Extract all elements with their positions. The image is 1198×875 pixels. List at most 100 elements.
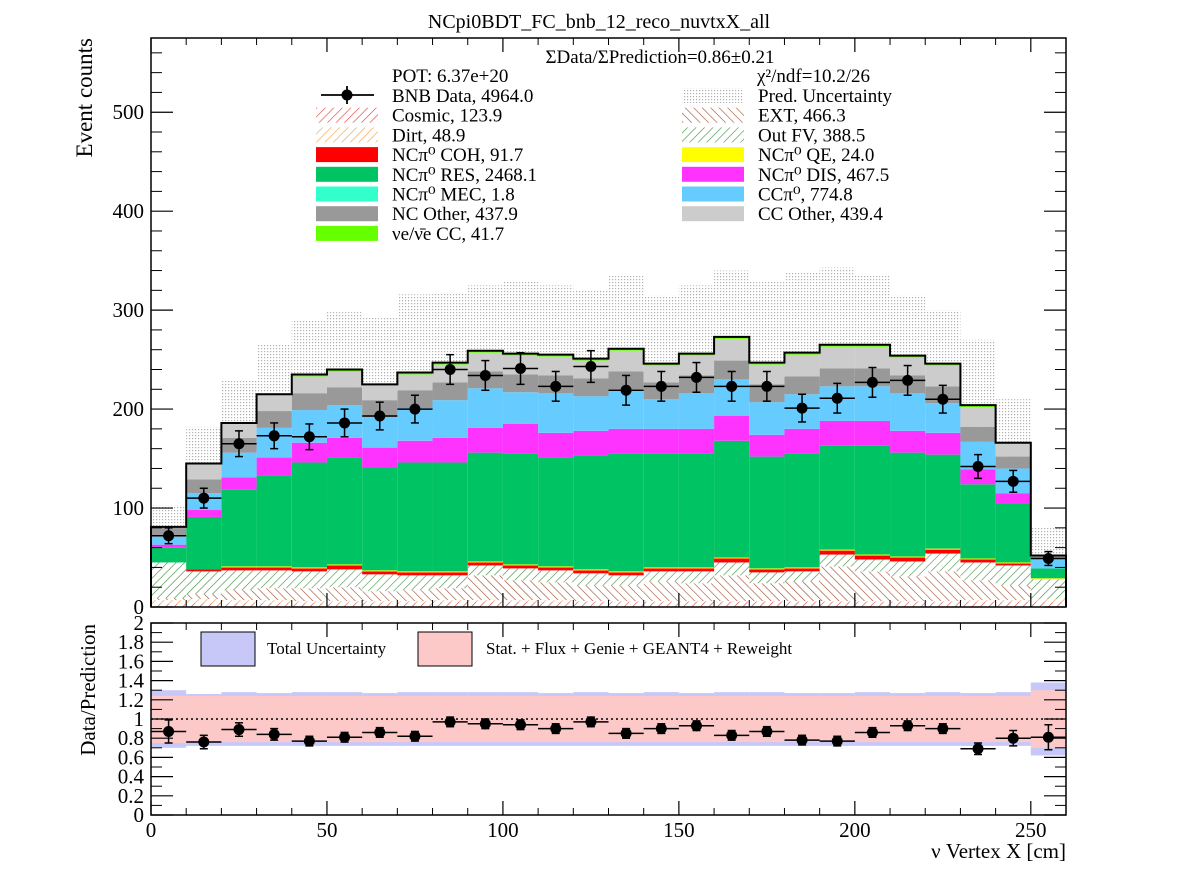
stack-bar (362, 467, 398, 571)
legend-swatch (316, 107, 378, 123)
stack-bar (397, 603, 433, 607)
stack-bar (925, 432, 961, 455)
ratio-y-tick-label: 1.8 (118, 630, 144, 654)
stack-bar (432, 382, 468, 401)
legend-swatch (316, 147, 378, 163)
stack-bar (784, 428, 820, 454)
stack-bar (362, 447, 398, 468)
data-point (796, 402, 808, 414)
stack-bar (995, 600, 1031, 603)
stack-bar (186, 516, 222, 570)
stack-bar (925, 553, 961, 572)
pot-label: POT: 6.37e+20 (392, 66, 508, 87)
legend-item: NCπ⁰ DIS, 467.5 (682, 165, 889, 186)
stack-bar (643, 399, 679, 429)
stack-bar (784, 602, 820, 607)
stack-bar (1030, 578, 1066, 580)
series-nc-0-qe (221, 548, 1066, 580)
ratio-point (268, 728, 280, 740)
stack-bar (432, 571, 468, 573)
stack-bar (221, 603, 257, 607)
stack-bar (432, 437, 468, 463)
ratio-point (233, 724, 245, 736)
stack-bar (714, 440, 750, 558)
stack-bar (608, 575, 644, 586)
stack-bar (432, 588, 468, 601)
stack-bar (608, 585, 644, 602)
data-point (902, 374, 914, 386)
stack-bar (256, 475, 292, 567)
stack-bar (151, 598, 187, 601)
stack-bar (538, 600, 574, 603)
stack-bar (291, 462, 327, 568)
stack-bar (749, 568, 785, 570)
stack-bar (397, 601, 433, 604)
legend-swatch (316, 186, 378, 202)
stack-bar (819, 554, 855, 567)
legend-swatch (316, 206, 378, 222)
legend-item: NC Other, 437.9 (316, 204, 518, 225)
stack-bar (326, 587, 363, 602)
stack-bar (819, 602, 855, 607)
legend-item: NCπ⁰ MEC, 1.8 (316, 185, 515, 206)
stack-bar (784, 568, 820, 572)
stack-bar (749, 602, 785, 607)
stack-bar (854, 554, 891, 556)
stack-bar (608, 350, 644, 372)
stack-bar (854, 346, 891, 369)
stat-band-bin (960, 695, 996, 743)
data-point (409, 403, 421, 415)
stack-bar (643, 581, 679, 602)
legend-swatch (682, 147, 744, 163)
stack-bar (326, 437, 363, 458)
stack-bar (502, 580, 539, 601)
ratio-point (1042, 731, 1054, 743)
stack-bar (608, 571, 644, 573)
stack-bar (291, 376, 327, 394)
stack-bar (960, 484, 996, 559)
stack-bar (819, 445, 855, 550)
data-point (620, 384, 632, 396)
stack-bar (784, 571, 820, 582)
data-point (1042, 553, 1054, 565)
stack-bar (151, 562, 187, 599)
stack-bar (538, 356, 574, 376)
stack-bar (467, 575, 503, 601)
ratio-legend: Total Uncertainty Stat. + Flux + Genie + … (200, 631, 792, 667)
stack-bar (291, 567, 327, 569)
stack-bar (467, 427, 503, 453)
x-tick-label: 50 (316, 818, 337, 842)
legend-label: CC Other, 439.4 (758, 204, 883, 225)
stack-bar (854, 601, 891, 603)
stack-bar (890, 561, 926, 577)
stack-bar (714, 338, 750, 361)
stack-bar (643, 602, 679, 607)
stack-bar (890, 602, 926, 607)
stack-bar (854, 555, 891, 560)
stack-bar (256, 567, 292, 571)
ratio-point (479, 718, 491, 730)
stack-bar (467, 562, 503, 566)
stack-bar (502, 453, 539, 565)
series-nc-0-dis (151, 416, 1031, 548)
chi2-label: χ²/ndf=10.2/26 (756, 66, 870, 87)
ratio-point (1007, 732, 1019, 744)
stack-bar (186, 603, 222, 607)
stack-bar (890, 430, 926, 453)
stack-bar (960, 559, 996, 563)
ratio-point (690, 720, 702, 732)
ratio-point (163, 725, 175, 737)
plot-title: NCpi0BDT_FC_bnb_12_reco_nuvtxX_all (428, 11, 771, 33)
stack-bar (326, 564, 363, 566)
stack-bar (186, 464, 222, 480)
stack-bar (960, 562, 996, 581)
stack-bar (1030, 579, 1066, 600)
legend-label: Pred. Uncertainty (758, 86, 893, 107)
y-tick-label: 100 (113, 496, 145, 520)
y-tick-label: 300 (113, 298, 145, 322)
data-point (831, 392, 843, 404)
total-uncertainty-swatch (200, 631, 256, 667)
ratio-point (515, 719, 527, 731)
data-point (550, 380, 562, 392)
ratio-point (655, 723, 667, 735)
